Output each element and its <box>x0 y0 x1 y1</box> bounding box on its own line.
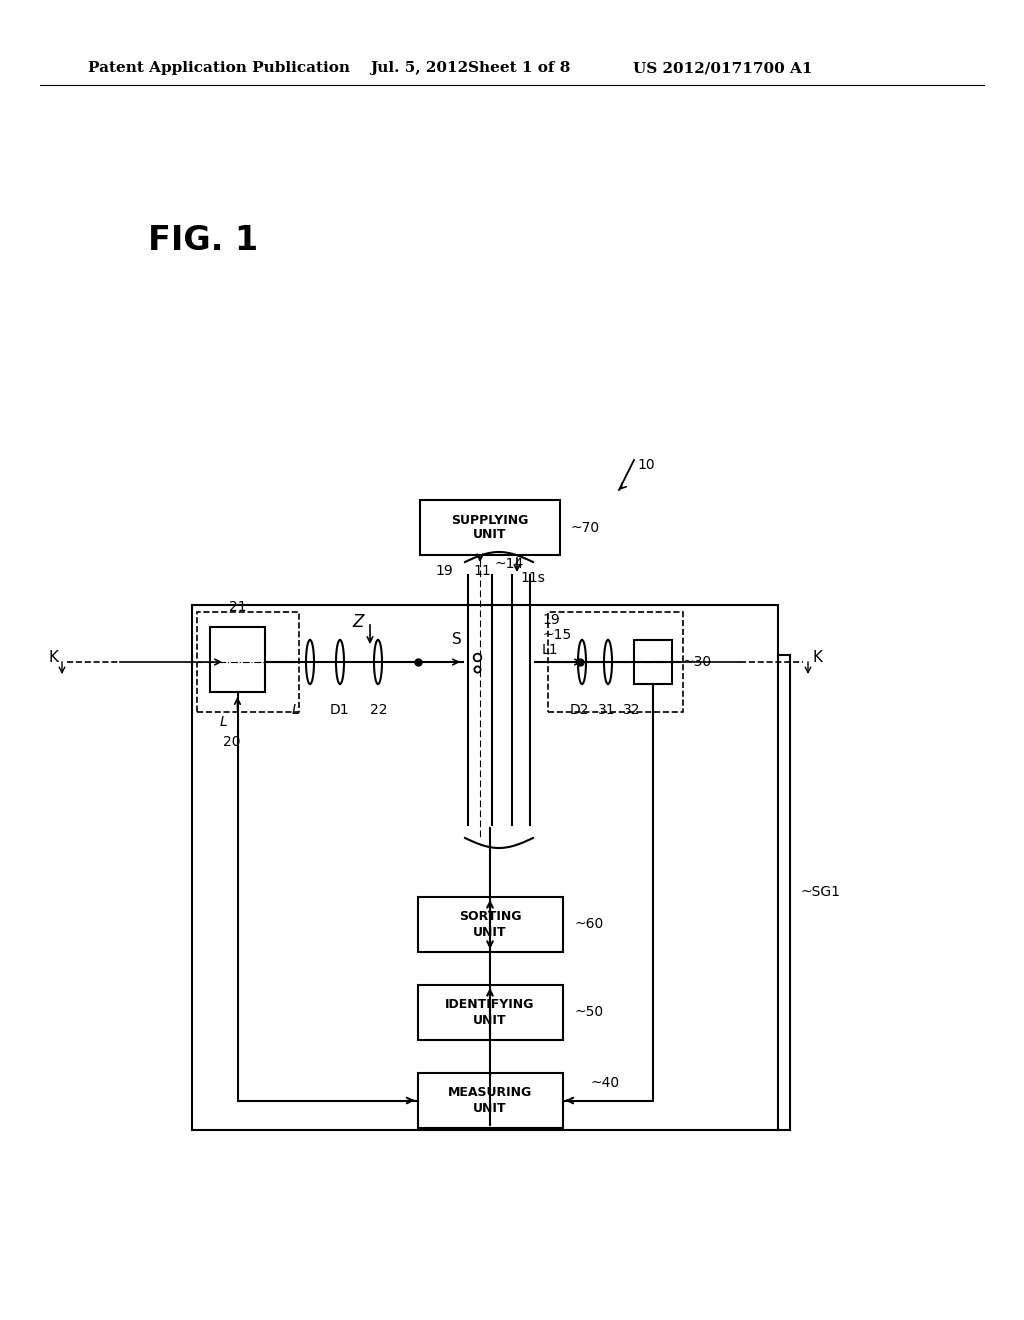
FancyBboxPatch shape <box>210 627 265 692</box>
Text: ~15: ~15 <box>542 628 571 642</box>
Text: S: S <box>452 632 462 648</box>
Text: MEASURING
UNIT: MEASURING UNIT <box>447 1086 532 1114</box>
Text: Jul. 5, 2012: Jul. 5, 2012 <box>370 61 468 75</box>
Text: ~40: ~40 <box>591 1076 620 1090</box>
Text: IDENTIFYING
UNIT: IDENTIFYING UNIT <box>445 998 535 1027</box>
Text: 10: 10 <box>637 458 654 473</box>
Text: K: K <box>49 649 59 664</box>
Text: 11s: 11s <box>520 572 545 585</box>
Text: 20: 20 <box>222 735 240 748</box>
Text: D2: D2 <box>570 704 590 717</box>
FancyBboxPatch shape <box>634 640 672 684</box>
Text: L: L <box>292 704 300 717</box>
Text: ~14: ~14 <box>495 557 524 572</box>
Text: L1: L1 <box>542 643 559 657</box>
Text: D1: D1 <box>330 704 349 717</box>
Text: FIG. 1: FIG. 1 <box>148 223 258 256</box>
Text: Sheet 1 of 8: Sheet 1 of 8 <box>468 61 570 75</box>
Text: ~30: ~30 <box>682 655 711 669</box>
Text: 32: 32 <box>623 704 640 717</box>
Text: 19: 19 <box>435 564 453 578</box>
Text: ~50: ~50 <box>574 1006 603 1019</box>
Text: SORTING
UNIT: SORTING UNIT <box>459 911 521 939</box>
Text: US 2012/0171700 A1: US 2012/0171700 A1 <box>633 61 812 75</box>
Text: ~60: ~60 <box>574 917 604 932</box>
FancyBboxPatch shape <box>418 985 562 1040</box>
FancyBboxPatch shape <box>418 898 562 952</box>
Text: 21: 21 <box>228 601 247 614</box>
Text: 22: 22 <box>370 704 387 717</box>
Text: K: K <box>813 649 823 664</box>
Text: 19: 19 <box>542 612 560 627</box>
Text: ~SG1: ~SG1 <box>800 886 840 899</box>
Text: L: L <box>219 715 227 729</box>
Text: Patent Application Publication: Patent Application Publication <box>88 61 350 75</box>
Text: Z: Z <box>352 612 364 631</box>
Text: ~70: ~70 <box>570 520 599 535</box>
Text: SUPPLYING
UNIT: SUPPLYING UNIT <box>452 513 528 541</box>
Text: 31: 31 <box>598 704 615 717</box>
FancyBboxPatch shape <box>420 500 560 554</box>
FancyBboxPatch shape <box>418 1073 562 1129</box>
Text: 11: 11 <box>473 564 490 578</box>
